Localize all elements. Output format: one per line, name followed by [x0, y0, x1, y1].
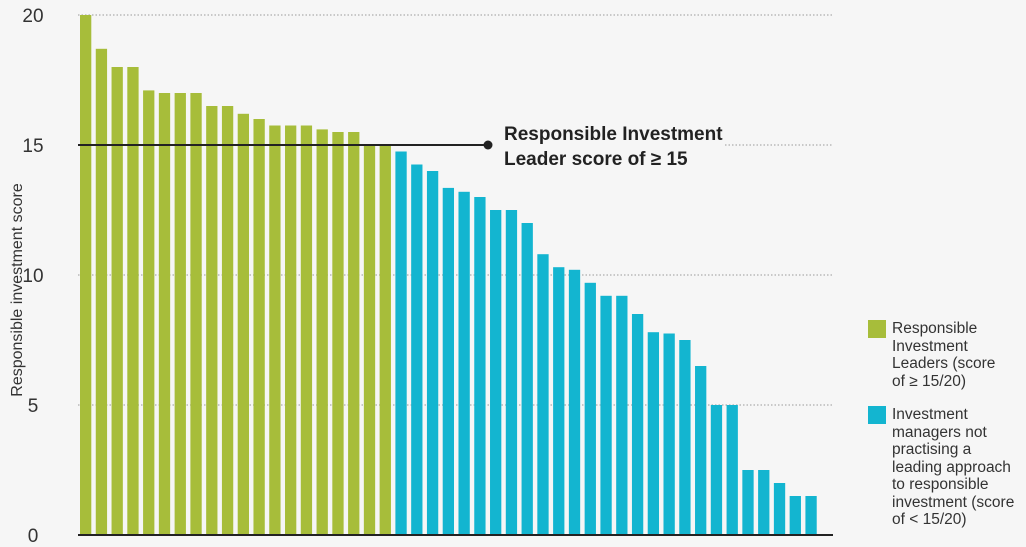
- legend-non-leaders-line: practising a: [892, 441, 972, 458]
- bar-leader: [237, 113, 249, 536]
- bar-leader: [143, 90, 155, 536]
- legend-non-leaders-line: investment (score: [892, 493, 1015, 511]
- legend-non-leaders-line: Investment: [892, 406, 968, 423]
- bar-non-leader: [411, 164, 423, 535]
- bar-non-leader: [553, 267, 565, 535]
- bar-leader: [379, 145, 391, 535]
- bar-non-leader: [773, 483, 786, 535]
- legend-swatch-leaders: [868, 320, 886, 338]
- y-axis-label: Responsible investment score: [9, 183, 26, 397]
- threshold-marker: [483, 140, 493, 150]
- bar-non-leader: [584, 282, 596, 535]
- bar-non-leader: [505, 210, 518, 535]
- bar-non-leader: [742, 470, 754, 535]
- bar-leader: [127, 67, 139, 535]
- bar-non-leader: [663, 333, 675, 535]
- bar-leader: [269, 125, 281, 535]
- threshold-label-line2: Leader score of ≥ 15: [504, 149, 688, 170]
- bar-non-leader: [726, 405, 738, 535]
- legend-non-leaders-line: of < 15/20): [892, 511, 967, 528]
- bar-non-leader: [426, 171, 439, 535]
- legend-leaders-line: Leaders (score: [892, 355, 996, 372]
- bar-leader: [206, 106, 218, 535]
- bar-leader: [285, 125, 297, 535]
- legend-leaders-line: Investment: [892, 337, 968, 355]
- y-tick-label: 0: [28, 526, 39, 547]
- y-tick-label: 15: [22, 136, 43, 157]
- bar-leader: [174, 93, 186, 535]
- legend-non-leaders-line: managers not: [892, 423, 987, 441]
- threshold-label-line1: Responsible Investment: [504, 124, 723, 145]
- bar-leader: [363, 145, 376, 535]
- bar-non-leader: [442, 187, 455, 535]
- bar-non-leader: [395, 151, 407, 535]
- bar-non-leader: [521, 223, 533, 535]
- y-tick-label: 5: [28, 396, 39, 417]
- legend-non-leaders-line: to responsible: [892, 476, 989, 493]
- bar-non-leader: [805, 496, 817, 535]
- bar-leader: [80, 15, 92, 535]
- legend-item-leaders: Responsible Investment Leaders (score of…: [868, 320, 1022, 390]
- bar-non-leader: [490, 210, 502, 535]
- bar-non-leader: [631, 314, 644, 535]
- legend-item-non-leaders: Investment managers not practising a lea…: [868, 406, 1022, 529]
- y-tick-label: 10: [22, 266, 43, 287]
- bar-leader: [190, 93, 202, 535]
- bar-leader: [300, 125, 313, 535]
- bar-leader: [111, 67, 123, 535]
- bar-leader: [332, 132, 344, 535]
- bar-leader: [316, 129, 328, 535]
- bar-non-leader: [458, 191, 470, 536]
- bar-non-leader: [789, 496, 801, 535]
- bar-non-leader: [679, 340, 691, 535]
- bar-leader: [158, 93, 171, 535]
- bar-non-leader: [616, 295, 628, 535]
- bar-non-leader: [474, 197, 486, 535]
- bar-leader: [348, 132, 360, 535]
- legend-leaders-line: Responsible: [892, 320, 978, 337]
- bar-non-leader: [600, 295, 612, 535]
- bar-non-leader: [537, 254, 549, 535]
- bar-non-leader: [647, 332, 660, 535]
- legend-leaders-line: of ≥ 15/20): [892, 372, 966, 390]
- legend-text-leaders: Responsible Investment Leaders (score of…: [892, 320, 1022, 390]
- legend-text-non-leaders: Investment managers not practising a lea…: [892, 406, 1022, 529]
- y-tick-label: 20: [22, 6, 43, 27]
- bar-non-leader: [758, 470, 770, 535]
- bar-non-leader: [710, 405, 723, 535]
- bar-leader: [221, 106, 234, 535]
- legend-swatch-non-leaders: [868, 406, 886, 424]
- bar-leader: [253, 119, 265, 535]
- legend-non-leaders-line: leading approach: [892, 458, 1011, 476]
- bar-non-leader: [695, 366, 707, 535]
- bar-non-leader: [568, 269, 581, 535]
- bar-leader: [95, 48, 108, 536]
